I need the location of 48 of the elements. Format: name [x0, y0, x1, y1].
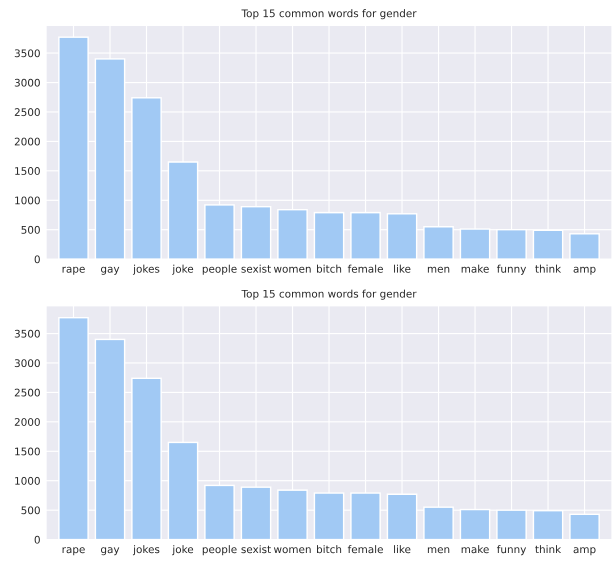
y-tick-label: 3000: [14, 359, 40, 368]
x-tick-label: rape: [62, 547, 85, 556]
x-tick-label: men: [428, 547, 450, 554]
y-tick-label: 1500: [15, 448, 40, 456]
x-tick-label: amp: [574, 547, 596, 556]
x-tick-label: make: [462, 264, 489, 273]
x-tick-label: female: [348, 545, 383, 554]
x-tick-label: jokes: [132, 545, 160, 556]
y-tick-label: 2000: [14, 138, 40, 146]
y-tick-label: 500: [21, 226, 40, 234]
x-tick-label: amp: [574, 266, 596, 275]
x-tick-label: jokes: [132, 264, 160, 275]
y-tick-label: 1000: [15, 476, 40, 485]
x-tick-label: joke: [172, 545, 194, 556]
y-tick-label: 2500: [14, 108, 40, 116]
x-tick-label: like: [394, 264, 410, 273]
x-tick-label: bitch: [317, 545, 342, 554]
x-tick-label: men: [428, 266, 450, 273]
x-tick-label: think: [535, 264, 562, 273]
x-tick-label: joke: [172, 264, 194, 275]
x-tick-label: sexist: [241, 545, 271, 554]
x-tick-label: women: [274, 266, 311, 273]
x-tick-label: gay: [101, 547, 120, 556]
chart-title: Top 15 common words for gender: [241, 290, 417, 300]
chart-title: Top 15 common words for gender: [241, 9, 417, 20]
y-tick-label: 0: [34, 255, 40, 264]
x-tick-label: gay: [101, 266, 120, 275]
x-tick-label: people: [202, 264, 237, 275]
x-tick-label: women: [274, 547, 311, 554]
x-tick-label: make: [462, 545, 489, 554]
x-tick-label: like: [394, 545, 410, 554]
y-tick-label: 0: [34, 536, 40, 544]
x-tick-label: funny: [496, 264, 526, 275]
y-tick-label: 2500: [14, 388, 40, 397]
y-tick-label: 1000: [15, 196, 40, 204]
y-tick-label: 500: [21, 506, 40, 514]
y-tick-label: 3500: [14, 49, 40, 58]
x-tick-label: people: [202, 545, 237, 556]
x-tick-label: female: [348, 264, 383, 273]
x-tick-label: think: [535, 545, 562, 554]
x-tick-label: sexist: [241, 264, 271, 273]
y-tick-label: 3000: [14, 78, 40, 87]
x-tick-label: rape: [62, 266, 85, 275]
x-tick-label: funny: [496, 545, 526, 556]
y-tick-label: 1500: [15, 167, 40, 175]
y-tick-label: 3500: [14, 330, 40, 338]
x-tick-label: bitch: [317, 264, 342, 273]
y-tick-label: 2000: [14, 418, 40, 426]
